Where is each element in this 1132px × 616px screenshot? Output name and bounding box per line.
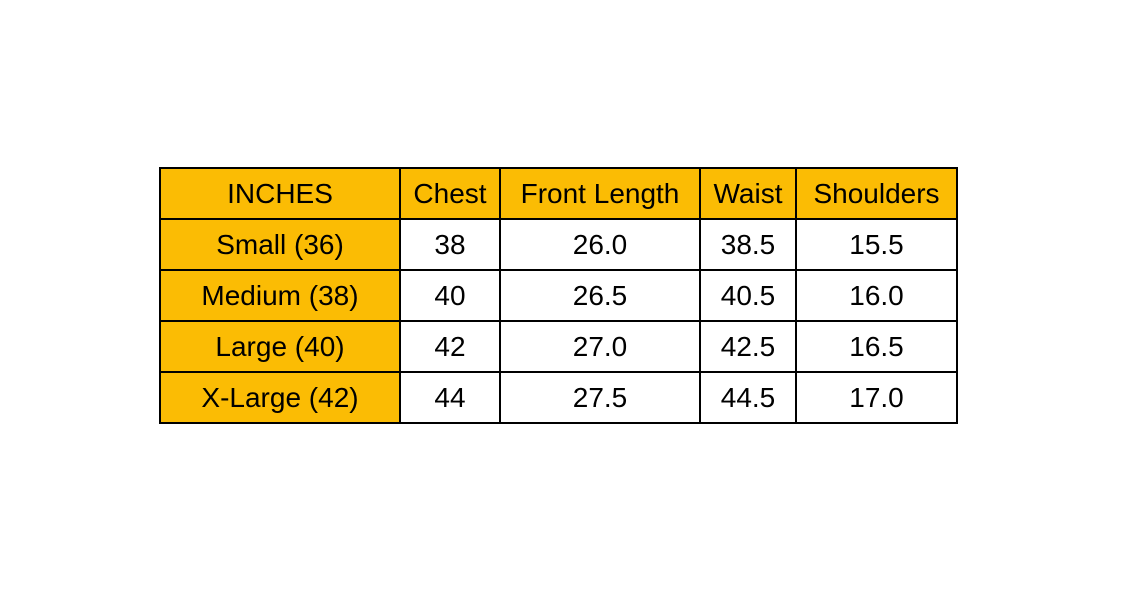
table-row: Medium (38) 40 26.5 40.5 16.0 — [159, 269, 958, 322]
table-body: INCHES Chest Front Length Waist Shoulders Sma… — [159, 167, 958, 424]
header-cell: Waist — [699, 167, 797, 220]
measurement-cell: 16.5 — [795, 320, 958, 373]
measurement-cell: 40 — [399, 269, 501, 322]
measurement-cell: 16.0 — [795, 269, 958, 322]
size-label: Medium (38) — [159, 269, 401, 322]
table-row: X-Large (42) 44 27.5 44.5 17.0 — [159, 371, 958, 424]
size-label: Small (36) — [159, 218, 401, 271]
header-cell: Chest — [399, 167, 501, 220]
measurement-cell: 40.5 — [699, 269, 797, 322]
measurement-cell: 44.5 — [699, 371, 797, 424]
measurement-cell: 44 — [399, 371, 501, 424]
measurement-cell: 27.0 — [499, 320, 701, 373]
size-label: X-Large (42) — [159, 371, 401, 424]
measurement-cell: 42 — [399, 320, 501, 373]
measurement-cell: 17.0 — [795, 371, 958, 424]
measurement-cell: 38.5 — [699, 218, 797, 271]
measurement-cell: 26.0 — [499, 218, 701, 271]
measurement-cell: 42.5 — [699, 320, 797, 373]
size-label: Large (40) — [159, 320, 401, 373]
header-cell: Shoulders — [795, 167, 958, 220]
header-cell: INCHES — [159, 167, 401, 220]
table-row: Small (36) 38 26.0 38.5 15.5 — [159, 218, 958, 271]
header-cell: Front Length — [499, 167, 701, 220]
header-row: INCHES Chest Front Length Waist Shoulders — [159, 167, 958, 220]
size-table: INCHES Chest Front Length Waist Shoulders Sma… — [159, 167, 958, 424]
measurement-cell: 38 — [399, 218, 501, 271]
measurement-cell: 27.5 — [499, 371, 701, 424]
table-row: Large (40) 42 27.0 42.5 16.5 — [159, 320, 958, 373]
measurement-cell: 15.5 — [795, 218, 958, 271]
measurement-cell: 26.5 — [499, 269, 701, 322]
